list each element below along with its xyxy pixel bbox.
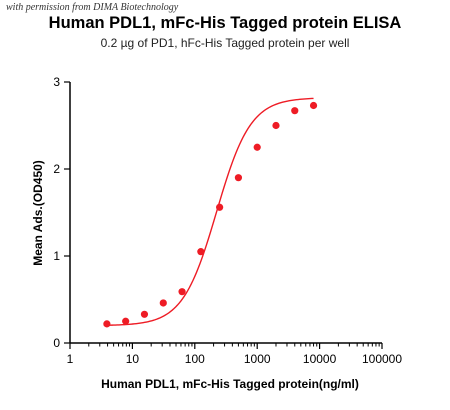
data-points-layer [103,101,318,328]
data-point [197,248,205,256]
data-point [216,203,224,211]
data-point [272,121,280,130]
data-point [103,320,111,328]
x-tick-label: 10 [126,352,140,366]
x-tick-label: 1 [67,352,74,366]
chart-subtitle: 0.2 µg of PD1, hFc-His Tagged protein pe… [100,36,350,50]
chart-title: Human PDL1, mFc-His Tagged protein ELISA [48,14,402,32]
data-point [140,310,149,318]
fit-curve [106,97,314,326]
x-tick-label: 1000 [244,352,271,366]
y-tick-label: 0 [53,336,60,350]
data-point [291,107,299,115]
x-tick-label: 100 [185,352,205,366]
x-tick-label: 100000 [362,352,402,366]
x-tick-label: 10000 [303,352,337,366]
y-tick-label: 1 [53,249,60,263]
y-tick-label: 2 [53,162,60,176]
y-axis-title: Mean Ads.(OD450) [31,160,45,266]
data-point [178,288,186,296]
data-point [253,143,261,151]
y-tick-label: 3 [53,75,60,89]
fit-curve-layer [106,97,314,326]
watermark: with permission from DIMA Biotechnology [6,2,179,13]
data-point [159,299,167,307]
data-point [122,317,130,325]
data-point [309,101,318,110]
data-point [234,174,243,182]
x-axis-title: Human PDL1, mFc-His Tagged protein(ng/ml… [101,377,359,391]
